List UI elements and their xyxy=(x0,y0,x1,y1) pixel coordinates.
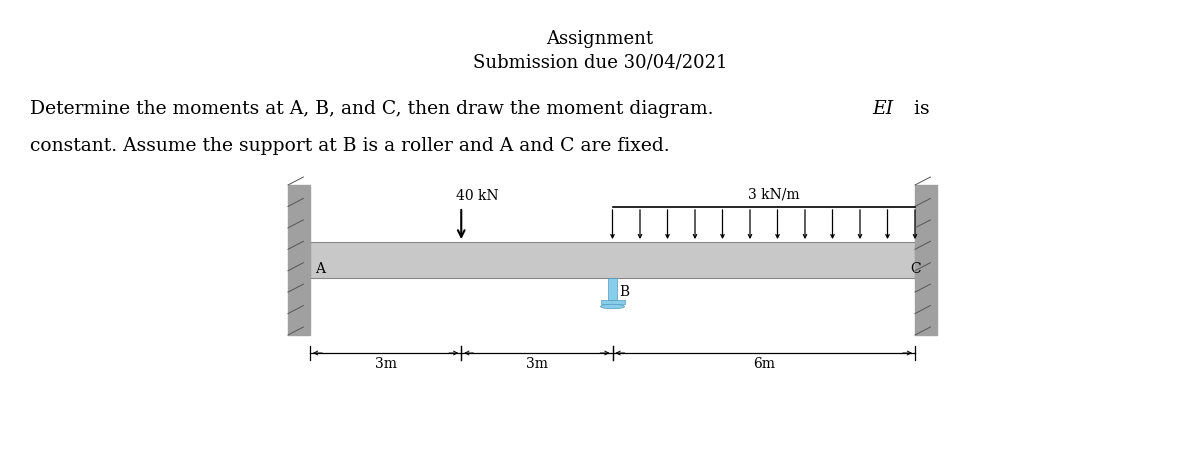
Text: A: A xyxy=(314,262,325,276)
Text: Submission due 30/04/2021: Submission due 30/04/2021 xyxy=(473,53,727,71)
Text: Assignment: Assignment xyxy=(546,30,654,48)
Bar xyxy=(288,185,310,335)
Text: B: B xyxy=(619,285,630,299)
Text: 40 kN: 40 kN xyxy=(456,189,499,203)
Bar xyxy=(608,278,617,300)
Text: C: C xyxy=(910,262,920,276)
Text: Determine the moments at A, B, and C, then draw the moment diagram.: Determine the moments at A, B, and C, th… xyxy=(30,100,720,118)
Text: 3m: 3m xyxy=(526,357,548,371)
Text: 3 kN/m: 3 kN/m xyxy=(748,187,799,201)
Text: EI: EI xyxy=(872,100,893,118)
Ellipse shape xyxy=(600,304,624,309)
Bar xyxy=(600,299,624,304)
Text: 6m: 6m xyxy=(752,357,775,371)
Text: constant. Assume the support at B is a roller and A and C are fixed.: constant. Assume the support at B is a r… xyxy=(30,137,670,155)
Text: is: is xyxy=(908,100,930,118)
Text: 3m: 3m xyxy=(374,357,397,371)
Bar xyxy=(916,185,937,335)
Bar xyxy=(310,242,916,278)
